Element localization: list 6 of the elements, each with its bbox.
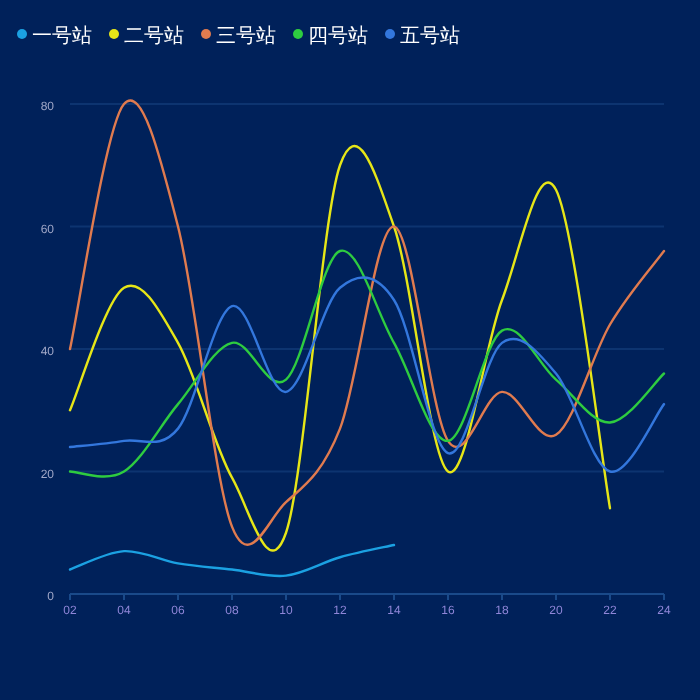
legend-label: 二号站 — [124, 24, 184, 48]
legend-label: 四号站 — [308, 24, 368, 48]
legend-label: 三号站 — [216, 24, 276, 48]
legend-label: 五号站 — [400, 24, 460, 48]
legend-label: 一号站 — [32, 24, 92, 48]
line-series — [68, 543, 396, 578]
